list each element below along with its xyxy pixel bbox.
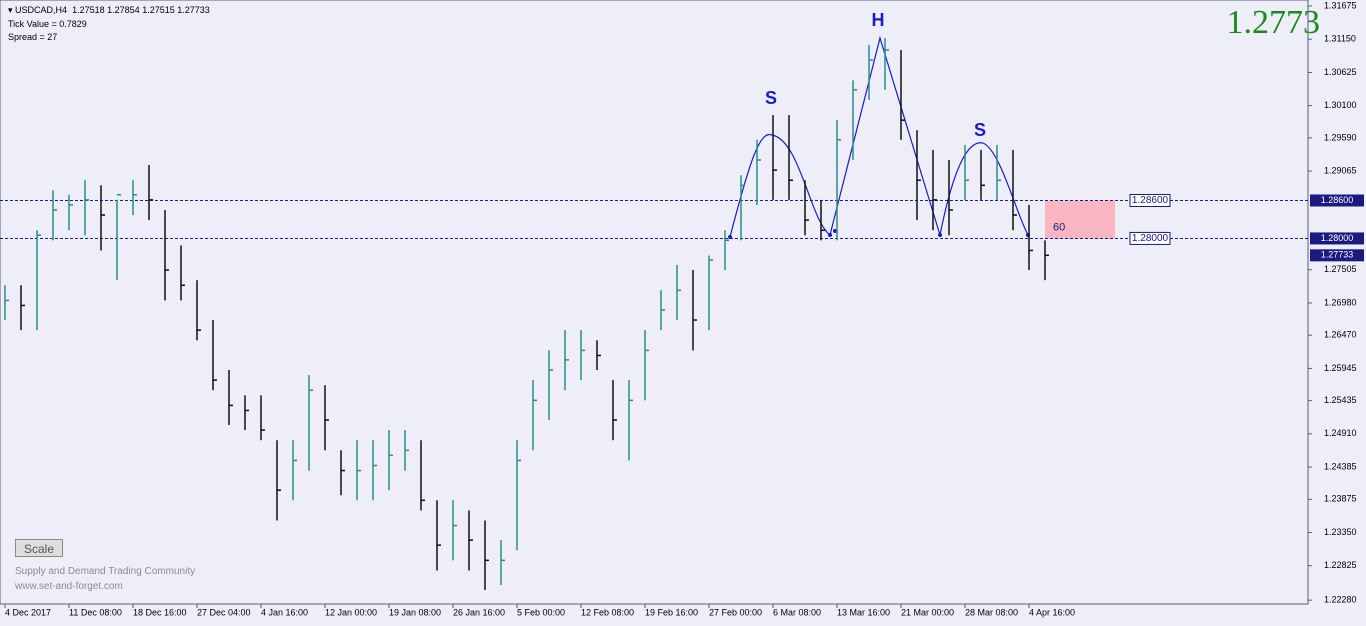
y-tick-label: 1.31675 bbox=[1324, 0, 1357, 10]
y-tick-label: 1.29590 bbox=[1324, 132, 1357, 142]
level-box bbox=[1129, 231, 1171, 245]
x-tick-label: 26 Jan 16:00 bbox=[453, 607, 505, 617]
y-tick-label: 1.22825 bbox=[1324, 560, 1357, 570]
y-tick-label: 1.26470 bbox=[1324, 330, 1357, 340]
watermark: Supply and Demand Trading Community bbox=[15, 566, 196, 577]
spread: Spread = 27 bbox=[8, 32, 58, 42]
axis-level-label: 1.28000 bbox=[1321, 233, 1354, 243]
x-tick-label: 4 Dec 2017 bbox=[5, 607, 51, 617]
ohlc-value: 1.27518 bbox=[72, 5, 105, 15]
ohlc-value: 1.27854 bbox=[107, 5, 140, 15]
level-box bbox=[1129, 193, 1171, 207]
x-tick-label: 19 Feb 16:00 bbox=[645, 607, 698, 617]
zone-label: 60 bbox=[1053, 221, 1065, 233]
x-tick-label: 11 Dec 08:00 bbox=[69, 607, 122, 617]
pattern-point bbox=[833, 229, 837, 233]
big-price: 1.2773 bbox=[1226, 4, 1321, 41]
current-price-label: 1.27733 bbox=[1321, 250, 1354, 260]
pattern-label: S bbox=[974, 120, 986, 140]
y-tick-label: 1.24910 bbox=[1324, 428, 1357, 438]
pattern-label: S bbox=[765, 88, 777, 108]
y-tick-label: 1.23350 bbox=[1324, 527, 1357, 537]
x-tick-label: 27 Dec 04:00 bbox=[197, 607, 251, 617]
y-tick-label: 1.23875 bbox=[1324, 494, 1357, 504]
y-tick-label: 1.25435 bbox=[1324, 395, 1357, 405]
header-line: ▾ USDCAD,H4 1.27518 1.27854 1.27515 1.27… bbox=[8, 5, 210, 15]
current-price-box bbox=[1310, 249, 1364, 262]
x-tick-label: 28 Mar 08:00 bbox=[965, 607, 1018, 617]
plot-area bbox=[0, 0, 1309, 605]
scale-button[interactable]: Scale bbox=[15, 539, 63, 557]
x-tick-label: 5 Feb 00:00 bbox=[517, 607, 565, 617]
x-tick-label: 6 Mar 08:00 bbox=[773, 607, 821, 617]
y-tick-label: 1.30100 bbox=[1324, 100, 1357, 110]
ohlc-value: 1.27515 bbox=[142, 5, 175, 15]
tick-value: Tick Value = 0.7829 bbox=[8, 19, 87, 29]
x-tick-label: 4 Jan 16:00 bbox=[261, 607, 308, 617]
axis-level-label: 1.28600 bbox=[1321, 195, 1354, 205]
level-label: 1.28000 bbox=[1132, 233, 1169, 244]
y-tick-label: 1.25945 bbox=[1324, 363, 1357, 373]
y-tick-label: 1.26980 bbox=[1324, 297, 1357, 307]
y-tick-label: 1.22280 bbox=[1324, 595, 1357, 605]
ohlc-value: 1.27733 bbox=[177, 5, 210, 15]
y-tick-label: 1.27505 bbox=[1324, 264, 1357, 274]
y-tick-label: 1.29065 bbox=[1324, 165, 1357, 175]
y-tick-label: 1.31150 bbox=[1324, 34, 1356, 44]
pattern-point bbox=[828, 233, 832, 237]
level-label: 1.28600 bbox=[1132, 195, 1169, 206]
x-tick-label: 18 Dec 16:00 bbox=[133, 607, 187, 617]
y-tick-label: 1.30625 bbox=[1324, 67, 1357, 77]
x-tick-label: 4 Apr 16:00 bbox=[1029, 607, 1075, 617]
pattern-label: H bbox=[872, 10, 885, 30]
x-tick-label: 13 Mar 16:00 bbox=[837, 607, 890, 617]
symbol: USDCAD,H4 bbox=[15, 5, 68, 15]
axis-level-box bbox=[1310, 194, 1364, 207]
zone bbox=[1045, 200, 1115, 239]
x-tick-label: 19 Jan 08:00 bbox=[389, 607, 441, 617]
x-tick-label: 12 Jan 00:00 bbox=[325, 607, 377, 617]
x-tick-label: 12 Feb 08:00 bbox=[581, 607, 634, 617]
axis-level-box bbox=[1310, 232, 1364, 245]
watermark: www.set-and-forget.com bbox=[15, 581, 123, 592]
y-tick-label: 1.24385 bbox=[1324, 461, 1357, 471]
x-tick-label: 21 Mar 00:00 bbox=[901, 607, 954, 617]
x-tick-label: 27 Feb 00:00 bbox=[709, 607, 762, 617]
pattern-point bbox=[938, 233, 942, 237]
